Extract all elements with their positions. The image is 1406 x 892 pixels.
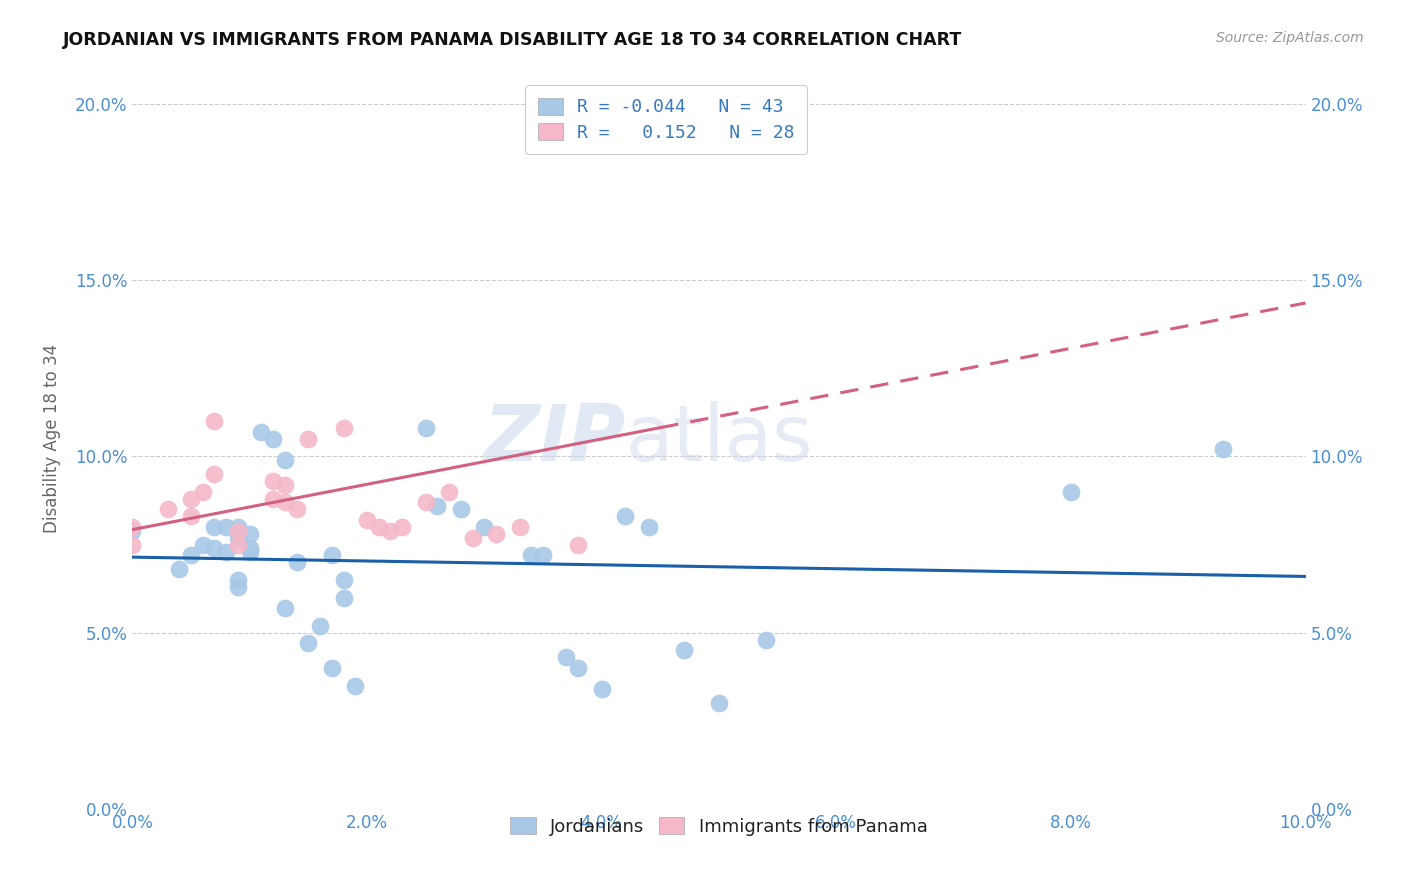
Point: [591, 682, 613, 697]
Point: [191, 484, 214, 499]
Point: [672, 643, 695, 657]
Point: [191, 538, 214, 552]
Point: [121, 538, 143, 552]
Point: [121, 524, 143, 538]
Point: [239, 541, 262, 556]
Point: [472, 520, 495, 534]
Point: [332, 421, 354, 435]
Point: [567, 661, 589, 675]
Point: [226, 580, 249, 594]
Point: [437, 484, 460, 499]
Point: [250, 425, 273, 439]
Text: atlas: atlas: [626, 401, 813, 477]
Point: [262, 474, 284, 488]
Point: [226, 573, 249, 587]
Point: [121, 520, 143, 534]
Point: [226, 524, 249, 538]
Point: [262, 432, 284, 446]
Point: [226, 538, 249, 552]
Y-axis label: Disability Age 18 to 34: Disability Age 18 to 34: [44, 344, 60, 533]
Point: [239, 527, 262, 541]
Point: [567, 538, 589, 552]
Point: [180, 491, 202, 506]
Point: [156, 502, 179, 516]
Point: [650, 132, 672, 146]
Point: [367, 520, 389, 534]
Point: [204, 414, 226, 428]
Point: [614, 509, 637, 524]
Point: [180, 509, 202, 524]
Point: [555, 650, 578, 665]
Point: [274, 477, 297, 491]
Point: [180, 548, 202, 562]
Point: [508, 520, 530, 534]
Point: [321, 548, 343, 562]
Text: JORDANIAN VS IMMIGRANTS FROM PANAMA DISABILITY AGE 18 TO 34 CORRELATION CHART: JORDANIAN VS IMMIGRANTS FROM PANAMA DISA…: [63, 31, 963, 49]
Point: [297, 432, 319, 446]
Point: [461, 531, 484, 545]
Point: [321, 661, 343, 675]
Point: [297, 636, 319, 650]
Point: [415, 495, 437, 509]
Text: ZIP: ZIP: [482, 401, 626, 477]
Point: [520, 548, 543, 562]
Point: [707, 696, 730, 710]
Point: [356, 513, 378, 527]
Point: [309, 619, 332, 633]
Point: [204, 541, 226, 556]
Point: [239, 544, 262, 558]
Point: [226, 531, 249, 545]
Point: [274, 495, 297, 509]
Point: [169, 562, 191, 576]
Legend: Jordanians, Immigrants from Panama: Jordanians, Immigrants from Panama: [502, 807, 936, 845]
Point: [215, 544, 238, 558]
Point: [285, 555, 308, 569]
Point: [204, 467, 226, 481]
Point: [391, 520, 413, 534]
Point: [1060, 484, 1083, 499]
Point: [215, 520, 238, 534]
Point: [1212, 442, 1234, 457]
Point: [274, 453, 297, 467]
Point: [226, 520, 249, 534]
Point: [637, 520, 659, 534]
Text: Source: ZipAtlas.com: Source: ZipAtlas.com: [1216, 31, 1364, 45]
Point: [450, 502, 472, 516]
Point: [262, 491, 284, 506]
Point: [204, 520, 226, 534]
Point: [415, 421, 437, 435]
Point: [485, 527, 508, 541]
Point: [380, 524, 402, 538]
Point: [755, 632, 778, 647]
Point: [344, 679, 367, 693]
Point: [332, 591, 354, 605]
Point: [274, 601, 297, 615]
Point: [531, 548, 554, 562]
Point: [332, 573, 354, 587]
Point: [426, 499, 449, 513]
Point: [285, 502, 308, 516]
